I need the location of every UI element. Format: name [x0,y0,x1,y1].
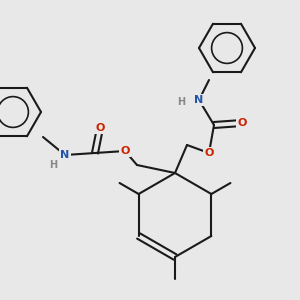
Text: O: O [237,118,247,128]
Text: H: H [177,97,185,107]
Text: N: N [194,95,204,105]
Text: N: N [60,150,70,160]
Text: O: O [204,148,214,158]
Text: O: O [120,146,130,156]
Text: O: O [95,123,105,133]
Text: H: H [49,160,57,170]
